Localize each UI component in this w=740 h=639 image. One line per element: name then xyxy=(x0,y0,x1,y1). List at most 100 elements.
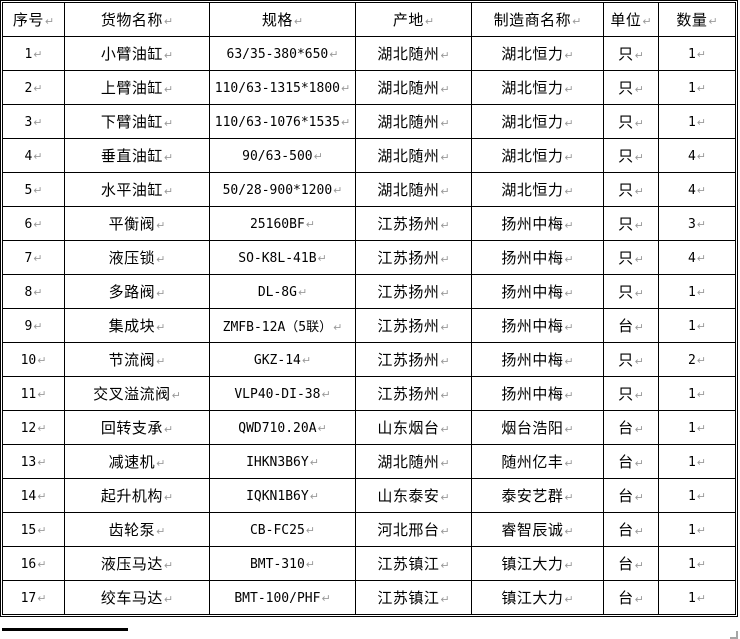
cell-maker: 扬州中梅↵ xyxy=(471,240,604,275)
cell-origin-text: 湖北随州 xyxy=(377,147,440,165)
table-row: 2↵ 上臂油缸↵ 110/63-1315*1800↵ 湖北随州↵ 湖北恒力↵ 只↵ 1↵ xyxy=(2,70,736,105)
cell-unit-text: 台 xyxy=(618,487,634,505)
cell-name-text: 回转支承 xyxy=(100,419,163,437)
cell-spec-text: 63/35-380*650 xyxy=(226,46,329,62)
cell-maker: 扬州中梅↵ xyxy=(471,274,604,309)
cell-seq: 13↵ xyxy=(2,444,65,479)
cell-name-text: 交叉溢流阀 xyxy=(93,385,171,403)
cell-maker: 湖北恒力↵ xyxy=(471,172,604,207)
cell-maker-text: 扬州中梅 xyxy=(501,385,564,403)
cell-seq: 6↵ xyxy=(2,206,65,241)
paragraph-mark: ↵ xyxy=(440,287,450,300)
cell-qty-text: 4 xyxy=(687,250,696,266)
paragraph-mark: ↵ xyxy=(564,593,574,606)
paragraph-mark: ↵ xyxy=(33,149,43,163)
paragraph-mark: ↵ xyxy=(696,81,707,95)
column-header-name-text: 货物名称 xyxy=(100,11,163,29)
cell-qty-text: 1 xyxy=(687,590,696,606)
paragraph-mark: ↵ xyxy=(440,559,450,572)
cell-name: 减速机↵ xyxy=(64,444,210,479)
cell-origin: 山东烟台↵ xyxy=(355,410,472,445)
paragraph-mark: ↵ xyxy=(163,117,174,130)
paragraph-mark: ↵ xyxy=(33,115,43,129)
cell-unit-text: 只 xyxy=(618,79,634,97)
paragraph-mark: ↵ xyxy=(564,355,574,368)
cell-unit: 只↵ xyxy=(603,240,659,275)
cell-spec-text: 25160BF xyxy=(249,216,305,232)
cell-seq-text: 7 xyxy=(24,250,33,266)
paragraph-mark: ↵ xyxy=(37,489,47,503)
cell-maker: 扬州中梅↵ xyxy=(471,308,604,343)
paragraph-mark: ↵ xyxy=(341,81,351,95)
cell-spec-text: 110/63-1315*1800 xyxy=(214,80,340,96)
paragraph-mark: ↵ xyxy=(37,591,47,605)
column-header-unit-text: 单位 xyxy=(610,11,642,29)
cell-qty-text: 4 xyxy=(687,182,696,198)
cell-name-text: 小臂油缸 xyxy=(100,45,163,63)
cell-maker-text: 扬州中梅 xyxy=(501,317,564,335)
cell-name: 液压马达↵ xyxy=(64,546,210,581)
paragraph-mark: ↵ xyxy=(696,319,707,333)
cell-maker: 随州亿丰↵ xyxy=(471,444,604,479)
cell-seq: 2↵ xyxy=(2,70,65,105)
cell-unit-text: 台 xyxy=(618,555,634,573)
cell-unit: 台↵ xyxy=(603,546,659,581)
cell-unit-text: 只 xyxy=(618,249,634,267)
paragraph-mark: ↵ xyxy=(37,523,47,537)
cell-origin: 湖北随州↵ xyxy=(355,138,472,173)
cell-spec: CB-FC25↵ xyxy=(209,512,356,547)
table-row: 4↵ 垂直油缸↵ 90/63-500↵ 湖北随州↵ 湖北恒力↵ 只↵ 4↵ xyxy=(2,138,736,173)
cell-seq-text: 2 xyxy=(24,80,33,96)
paragraph-mark: ↵ xyxy=(440,525,450,538)
cell-seq: 12↵ xyxy=(2,410,65,445)
cell-unit: 只↵ xyxy=(603,172,659,207)
paragraph-mark: ↵ xyxy=(163,491,174,504)
paragraph-mark: ↵ xyxy=(33,319,43,333)
cell-name: 起升机构↵ xyxy=(64,478,210,513)
cell-name: 多路阀↵ xyxy=(64,274,210,309)
cell-qty: 4↵ xyxy=(658,138,736,173)
paragraph-mark: ↵ xyxy=(564,219,574,232)
cell-spec: 90/63-500↵ xyxy=(209,138,356,173)
table-move-handle[interactable] xyxy=(2,628,128,631)
cell-unit-text: 台 xyxy=(618,521,634,539)
cell-unit-text: 只 xyxy=(618,385,634,403)
paragraph-mark: ↵ xyxy=(156,525,166,538)
cell-seq-text: 10 xyxy=(20,352,37,368)
paragraph-mark: ↵ xyxy=(564,491,574,504)
paragraph-mark: ↵ xyxy=(634,559,644,572)
cell-spec-text: BMT-100/PHF xyxy=(234,590,321,606)
cell-unit: 只↵ xyxy=(603,206,659,241)
table-row: 9↵ 集成块↵ ZMFB-12A（5联）↵ 江苏扬州↵ 扬州中梅↵ 台↵ 1↵ xyxy=(2,308,736,343)
table-row: 7↵ 液压锁↵ SO-K8L-41B↵ 江苏扬州↵ 扬州中梅↵ 只↵ 4↵ xyxy=(2,240,736,275)
cell-origin-text: 湖北随州 xyxy=(377,79,440,97)
paragraph-mark: ↵ xyxy=(163,49,174,62)
paragraph-mark: ↵ xyxy=(424,15,435,28)
cell-origin-text: 江苏扬州 xyxy=(377,215,440,233)
paragraph-mark: ↵ xyxy=(37,557,47,571)
cell-spec: DL-8G↵ xyxy=(209,274,356,309)
cell-spec-text: DL-8G xyxy=(257,284,297,300)
column-header-maker: 制造商名称↵ xyxy=(471,2,604,37)
paragraph-mark: ↵ xyxy=(156,457,166,470)
paragraph-mark: ↵ xyxy=(305,557,315,571)
goods-list-table: 序号↵ 货物名称↵ 规格↵ 产地↵ 制造商名称↵ 单位↵ 数量↵ 1↵ 小臂油缸↵ 63/35-… xyxy=(0,0,738,617)
cell-qty: 1↵ xyxy=(658,104,736,139)
paragraph-mark: ↵ xyxy=(163,15,174,28)
cell-qty: 1↵ xyxy=(658,410,736,445)
column-header-spec-text: 规格 xyxy=(261,11,293,29)
column-header-seq: 序号↵ xyxy=(2,2,65,37)
paragraph-mark: ↵ xyxy=(309,455,319,469)
cell-maker: 扬州中梅↵ xyxy=(471,206,604,241)
paragraph-mark: ↵ xyxy=(440,423,450,436)
cell-name-text: 液压锁 xyxy=(108,249,156,267)
paragraph-mark: ↵ xyxy=(634,423,644,436)
paragraph-mark: ↵ xyxy=(696,387,707,401)
cell-name: 上臂油缸↵ xyxy=(64,70,210,105)
paragraph-mark: ↵ xyxy=(317,251,327,265)
paragraph-mark: ↵ xyxy=(634,355,644,368)
cell-unit: 台↵ xyxy=(603,410,659,445)
cell-qty: 1↵ xyxy=(658,580,736,615)
cell-qty: 1↵ xyxy=(658,478,736,513)
